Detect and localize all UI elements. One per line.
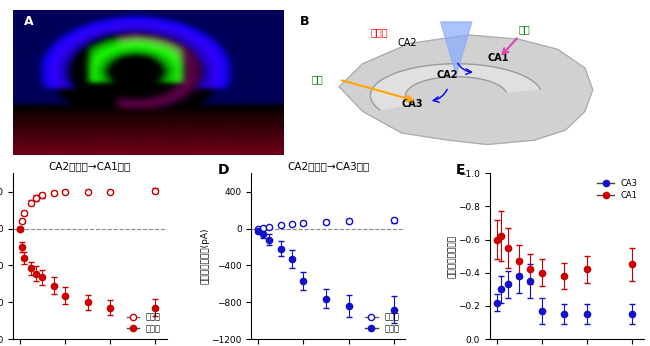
Text: CA2: CA2 [437, 70, 458, 80]
Polygon shape [441, 22, 472, 75]
Title: CA2活性化→CA1記録: CA2活性化→CA1記録 [49, 161, 131, 171]
Y-axis label: 興奮性／抑制性比: 興奮性／抑制性比 [448, 235, 457, 277]
Legend: 興奮性, 抑制性: 興奮性, 抑制性 [125, 311, 162, 335]
Text: 活性化: 活性化 [370, 27, 388, 37]
Text: CA3: CA3 [402, 99, 423, 109]
Text: E: E [456, 163, 465, 177]
Text: CA2: CA2 [398, 38, 417, 48]
Text: CA1: CA1 [488, 53, 509, 63]
Polygon shape [339, 35, 593, 145]
Legend: 興奮性, 抑制性: 興奮性, 抑制性 [363, 311, 401, 335]
Text: B: B [300, 15, 309, 28]
Y-axis label: シナプス後電位(pA): シナプス後電位(pA) [201, 228, 210, 284]
Text: A: A [24, 15, 33, 28]
Polygon shape [370, 64, 540, 110]
Legend: CA3, CA1: CA3, CA1 [595, 177, 640, 201]
Text: 記録: 記録 [519, 24, 530, 34]
Text: D: D [218, 163, 229, 177]
Title: CA2活性化→CA3記録: CA2活性化→CA3記録 [287, 161, 369, 171]
Text: 記録: 記録 [312, 74, 324, 84]
